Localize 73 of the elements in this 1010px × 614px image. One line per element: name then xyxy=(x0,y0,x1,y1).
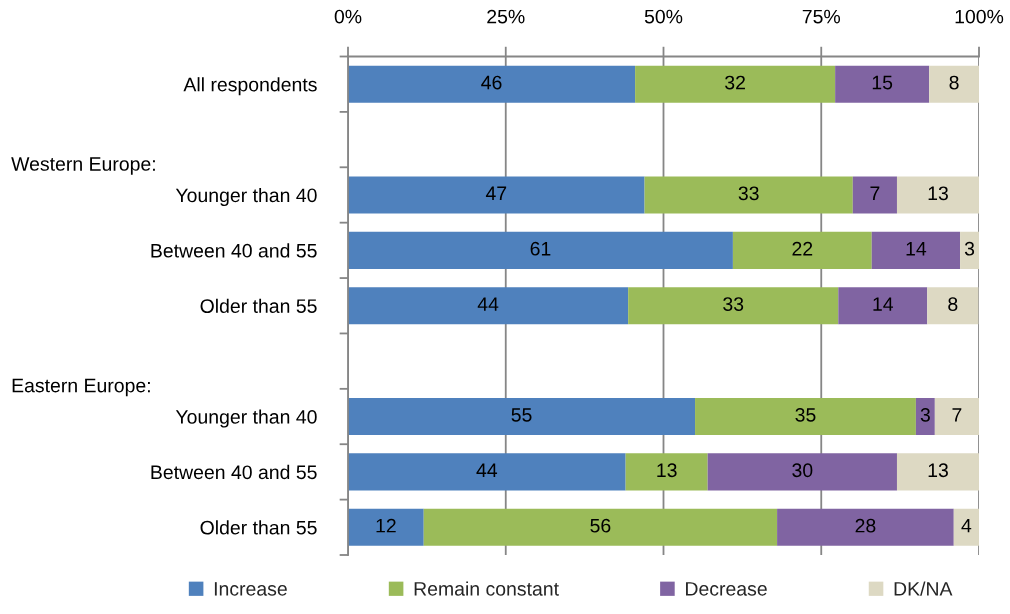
data-label: 7 xyxy=(870,186,880,200)
y-tick-label: Older than 55 xyxy=(200,520,317,535)
data-label: 3 xyxy=(920,407,930,422)
bar xyxy=(896,453,979,491)
bar xyxy=(348,508,424,546)
bar xyxy=(348,397,696,436)
data-label: 12 xyxy=(376,518,396,533)
data-label: 56 xyxy=(590,518,611,533)
bar xyxy=(927,287,979,325)
bar xyxy=(871,231,961,269)
bar xyxy=(348,287,629,325)
data-label: 8 xyxy=(948,297,958,311)
text: Eastern Europe: xyxy=(12,378,150,397)
y-tick-label: Between 40 and 55 xyxy=(151,464,317,480)
data-label: 33 xyxy=(723,297,744,311)
bar xyxy=(732,231,872,269)
data-label: 46 xyxy=(481,75,502,90)
legend-label: Remain constant xyxy=(414,581,559,596)
data-label: 44 xyxy=(476,463,498,477)
bar xyxy=(635,65,836,103)
bar xyxy=(695,397,916,436)
bar xyxy=(628,287,839,325)
data-label: 8 xyxy=(949,75,959,90)
bar xyxy=(348,176,645,214)
x-tick-label: 25% xyxy=(487,9,525,24)
data-label: 47 xyxy=(485,186,507,200)
x-tick-label: 50% xyxy=(644,9,683,24)
bar xyxy=(777,508,954,546)
y-tick-label: Older than 55 xyxy=(200,298,317,313)
data-label: 3 xyxy=(964,241,975,256)
bar xyxy=(896,176,979,214)
data-label: 22 xyxy=(792,241,813,256)
bar xyxy=(934,397,979,436)
data-label: 4 xyxy=(961,518,972,533)
x-tick-label: 100% xyxy=(955,9,1004,24)
legend-label: DK/NA xyxy=(894,581,953,596)
data-label: 35 xyxy=(795,407,816,422)
bar xyxy=(625,453,708,491)
bar xyxy=(348,65,636,103)
y-tick-label: Younger than 40 xyxy=(175,187,317,207)
y-tick-label: Between 40 and 55 xyxy=(151,243,317,258)
legend-label: Decrease xyxy=(686,582,767,596)
data-label: 44 xyxy=(477,297,499,311)
y-tick-label: Younger than 40 xyxy=(175,409,317,428)
legend-label: Increase xyxy=(214,582,287,596)
bar xyxy=(644,176,853,214)
x-tick-label: 75% xyxy=(802,9,841,24)
bar xyxy=(953,508,979,546)
text: Western Europe: xyxy=(11,157,155,175)
data-label: 14 xyxy=(906,242,927,256)
data-label: 13 xyxy=(928,186,948,201)
data-label: 13 xyxy=(928,463,948,478)
data-label: 55 xyxy=(511,408,532,422)
data-label: 14 xyxy=(873,297,894,311)
bar xyxy=(348,453,626,491)
bar xyxy=(915,397,935,436)
bar xyxy=(852,176,897,214)
data-label: 15 xyxy=(872,75,893,90)
data-label: 30 xyxy=(792,463,813,478)
data-label: 33 xyxy=(738,186,759,201)
bar xyxy=(929,65,979,103)
data-label: 7 xyxy=(952,408,962,422)
x-tick-label: 0% xyxy=(334,9,362,24)
bar xyxy=(835,65,930,103)
bar xyxy=(707,453,897,491)
data-label: 32 xyxy=(725,75,745,90)
data-label: 13 xyxy=(657,463,677,478)
bar xyxy=(838,287,928,325)
bar xyxy=(348,231,733,269)
y-tick-label: All respondents xyxy=(183,77,317,96)
data-label: 61 xyxy=(530,241,551,256)
data-label: 28 xyxy=(855,518,876,533)
bar xyxy=(423,508,778,546)
